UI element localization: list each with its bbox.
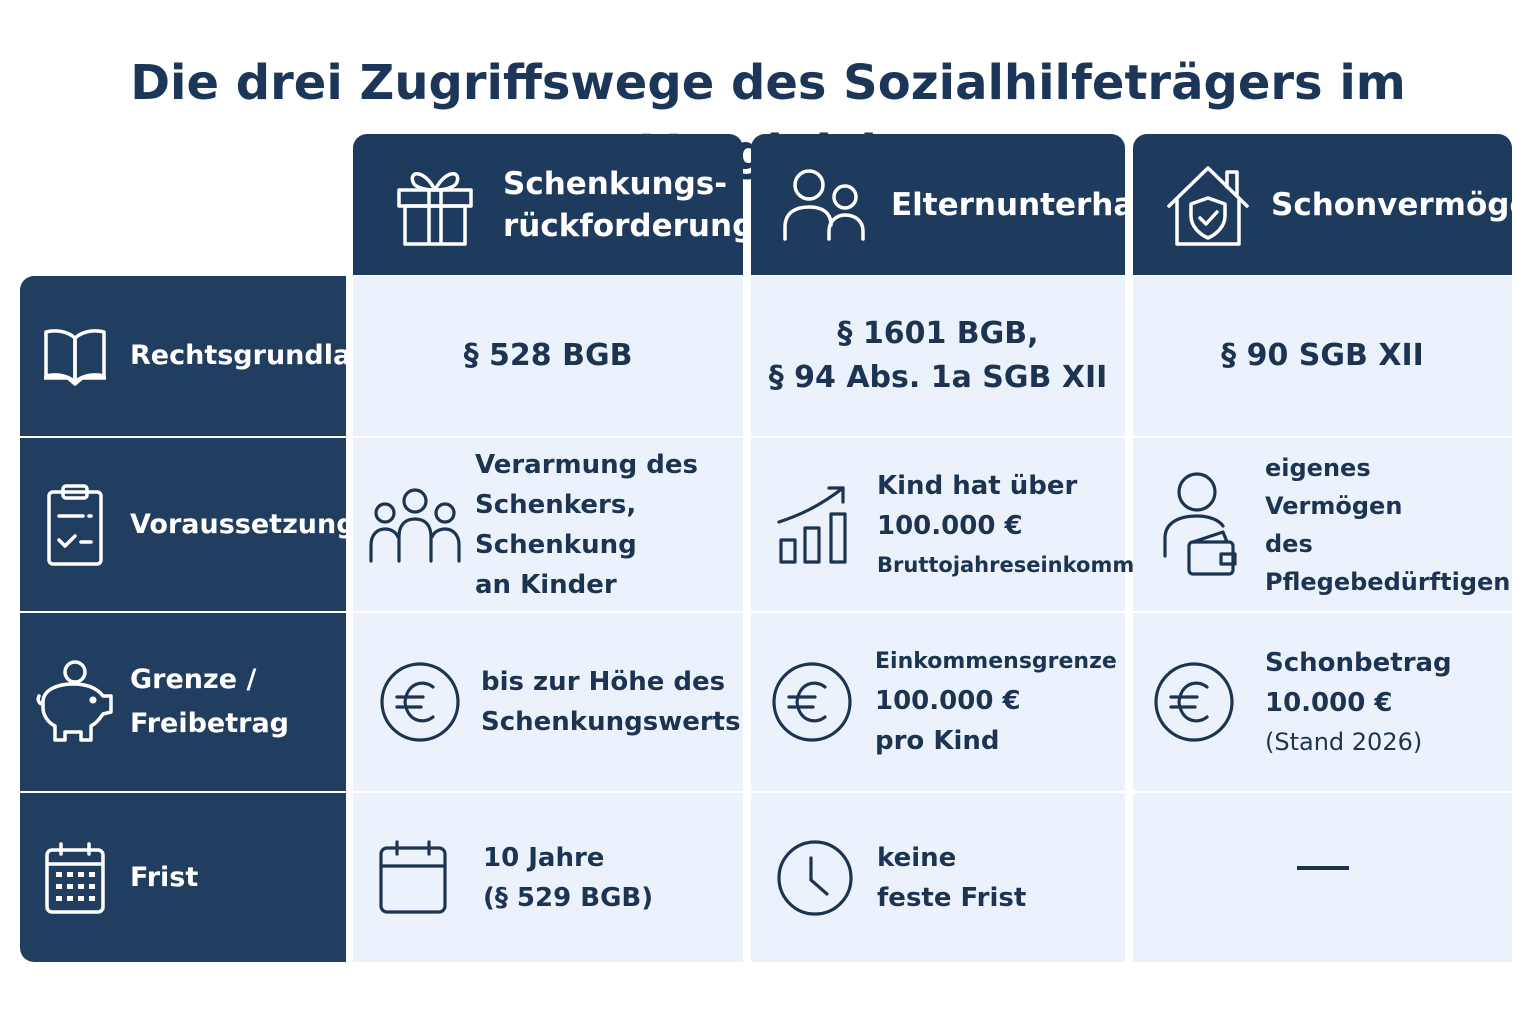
cell-text: Kind hat über 100.000 € — [877, 470, 1078, 541]
gift-icon — [395, 160, 475, 250]
cell-subtext: Einkommensgrenze — [875, 649, 1117, 674]
clipboard-icon — [20, 482, 130, 568]
cell-text: keine feste Frist — [877, 842, 1027, 913]
cell-voraussetzung-schon: eigenes Vermögen des Pflegebedürftigen — [1133, 438, 1512, 611]
row-header-rechtsgrundlage: Rechtsgrundlage — [20, 276, 389, 436]
cell-text: 100.000 € pro Kind — [875, 686, 1021, 756]
family-icon — [369, 485, 461, 565]
cell-subtext: (Stand 2026) — [1265, 728, 1423, 756]
cell-rechtsgrundlage-schenkung: § 528 BGB — [353, 276, 743, 436]
book-icon — [20, 326, 130, 386]
person-wallet-icon — [1161, 470, 1241, 580]
row-header-label: Grenze / Freibetrag — [130, 664, 290, 739]
row-header-label: Frist — [130, 861, 199, 893]
cell-text: § 1601 BGB, § 94 Abs. 1a SGB XII — [768, 316, 1108, 395]
column-header-label: Schonvermögen — [1271, 186, 1536, 223]
cell-rechtsgrundlage-schon: § 90 SGB XII — [1133, 276, 1512, 436]
row-header-label: Voraussetzung — [130, 508, 356, 540]
cell-voraussetzung-eltern: Kind hat über 100.000 € Bruttojahreseink… — [751, 438, 1163, 611]
people-icon — [781, 165, 867, 245]
column-header-schonvermoegen: Schonvermögen — [1133, 134, 1536, 275]
cell-voraussetzung-schenkung: Verarmung des Schenkers, Schenkung an Ki… — [353, 438, 743, 611]
empty-dash — [1296, 865, 1349, 870]
column-header-schenkungsrueckforderung: Schenkungs- rückforderung — [353, 134, 754, 275]
cell-subtext: Bruttojahreseinkommen — [877, 552, 1164, 577]
cell-rechtsgrundlage-eltern: § 1601 BGB, § 94 Abs. 1a SGB XII — [751, 276, 1125, 436]
house-shield-icon — [1165, 162, 1251, 248]
euro-icon — [1153, 661, 1235, 743]
cell-grenze-schon: Schonbetrag 10.000 € (Stand 2026) — [1133, 613, 1512, 791]
cell-frist-schon — [1133, 793, 1512, 962]
row-header-grenze-freibetrag: Grenze / Freibetrag — [20, 613, 346, 791]
cell-text: 10 Jahre (§ 529 BGB) — [483, 842, 654, 913]
cell-text: eigenes Vermögen des Pflegebedürftigen — [1265, 453, 1511, 596]
cell-grenze-schenkung: bis zur Höhe des Schenkungswerts — [353, 613, 743, 791]
euro-icon — [379, 661, 461, 743]
row-header-voraussetzung: Voraussetzung — [20, 438, 356, 611]
cell-text: § 90 SGB XII — [1221, 338, 1424, 373]
column-header-elternunterhalt: Elternunterhalt — [751, 134, 1160, 275]
row-header-label: Rechtsgrundlage — [130, 340, 389, 371]
column-header-label: Schenkungs- rückforderung — [503, 165, 755, 244]
piggy-bank-icon — [20, 658, 130, 746]
row-header-frist: Frist — [20, 793, 346, 962]
column-header-label: Elternunterhalt — [891, 186, 1160, 223]
cell-text: § 528 BGB — [463, 338, 633, 373]
cell-text: bis zur Höhe des Schenkungswerts — [481, 667, 741, 737]
cell-frist-eltern: keine feste Frist — [751, 793, 1125, 962]
euro-icon — [771, 661, 853, 743]
cell-text: Verarmung des Schenkers, Schenkung an Ki… — [475, 449, 699, 600]
cell-grenze-eltern: Einkommensgrenze 100.000 € pro Kind — [751, 613, 1125, 791]
clock-icon — [775, 838, 855, 918]
calendar-icon — [377, 838, 449, 918]
page-title: Die drei Zugriffswege des Sozialhilfeträ… — [130, 55, 1406, 181]
calendar-icon — [20, 840, 130, 916]
cell-text: Schonbetrag 10.000 € — [1265, 648, 1452, 718]
growth-chart-icon — [777, 482, 855, 568]
cell-frist-schenkung: 10 Jahre (§ 529 BGB) — [353, 793, 743, 962]
